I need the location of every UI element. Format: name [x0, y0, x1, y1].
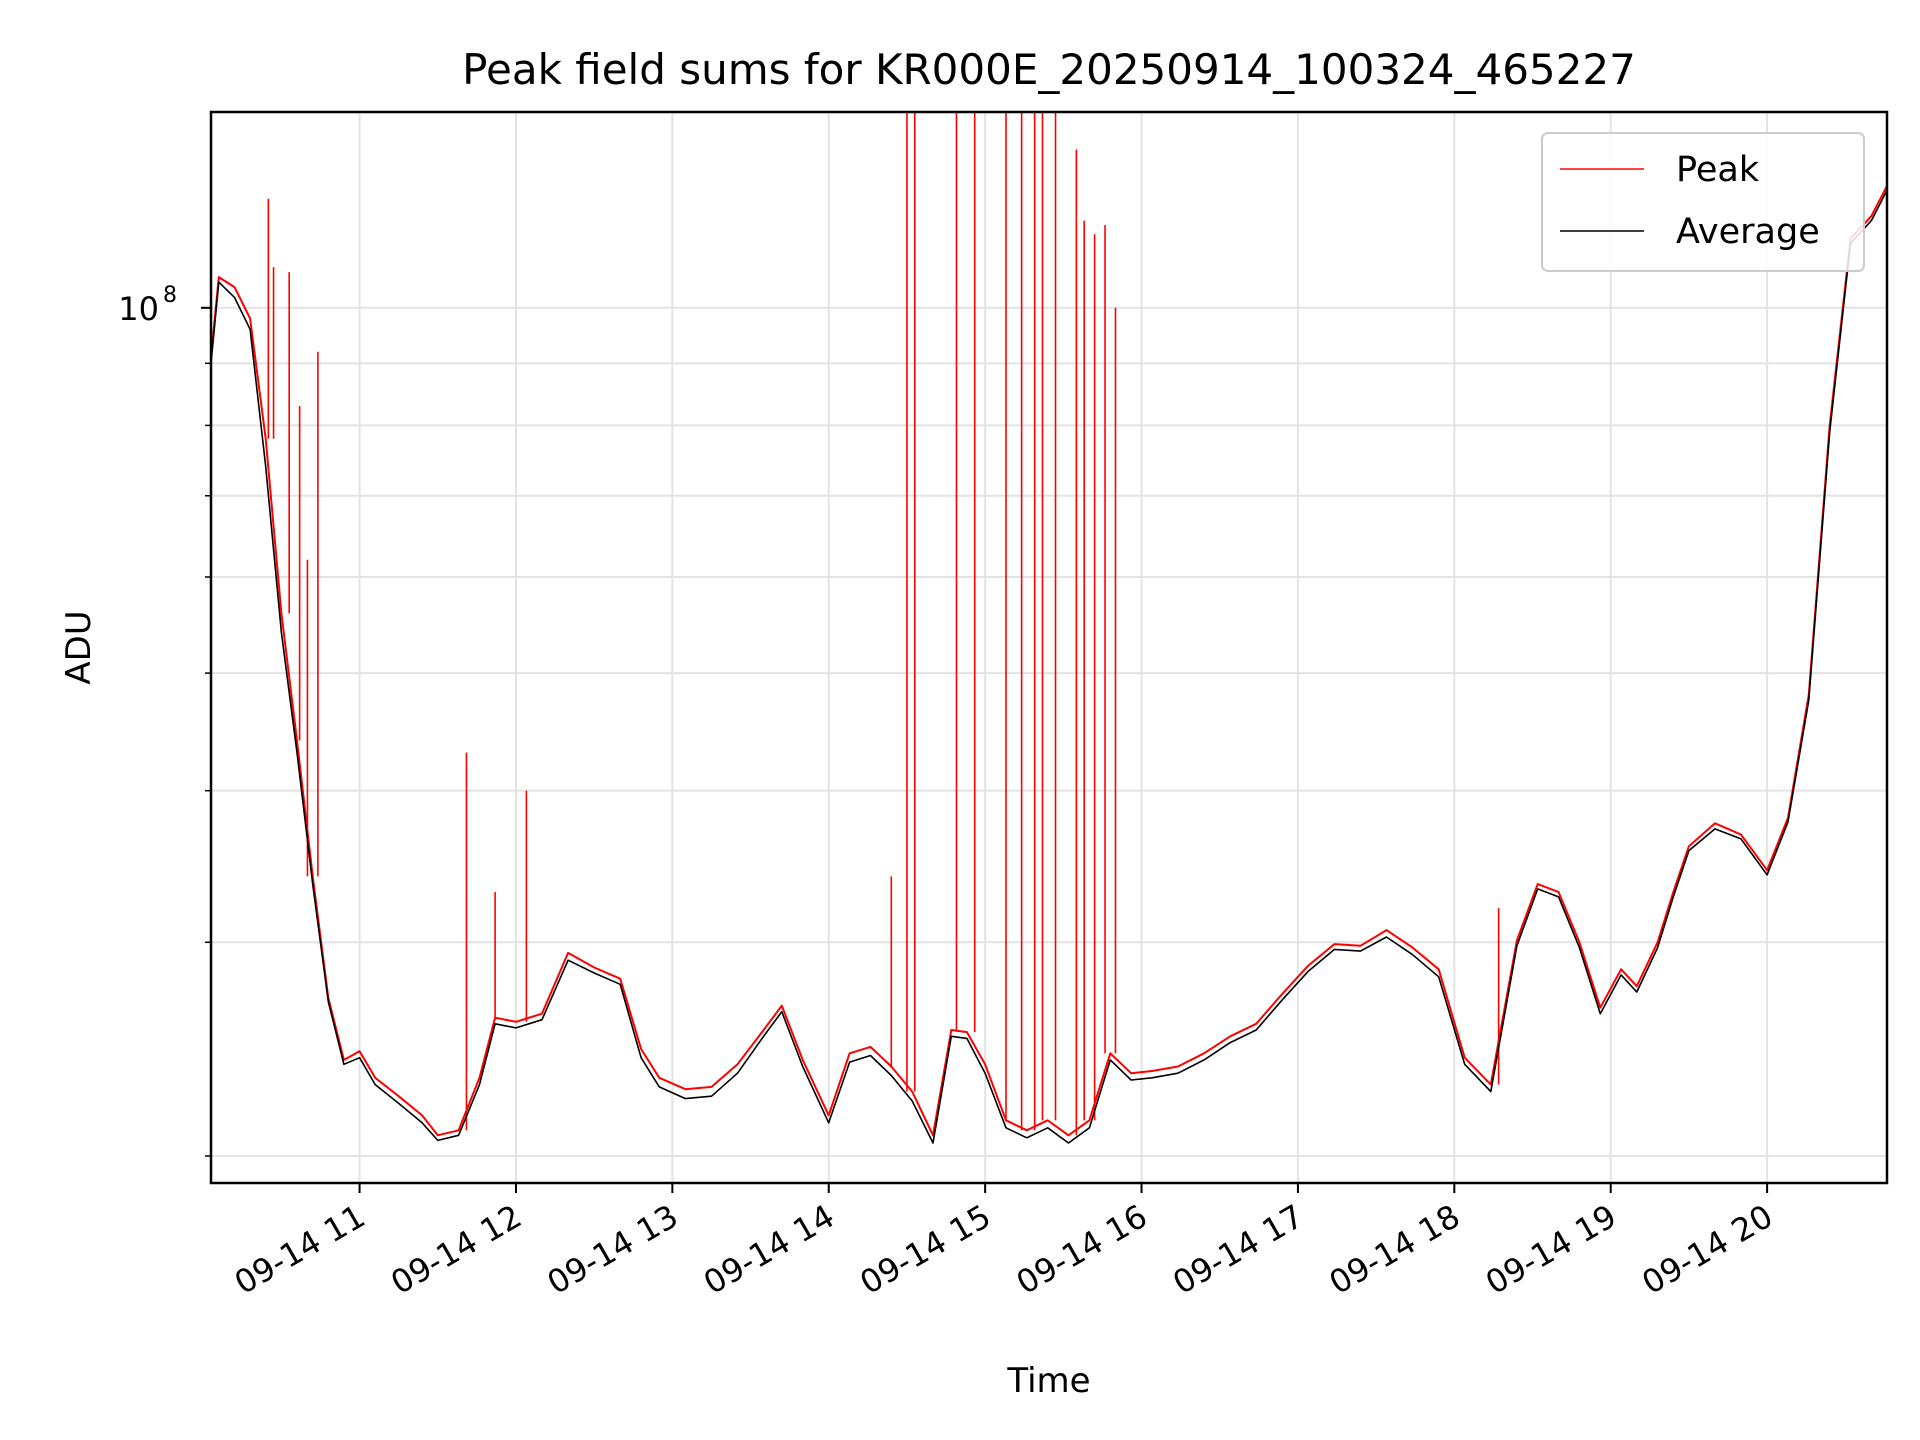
- legend-label-average: Average: [1676, 212, 1820, 252]
- legend-label-peak: Peak: [1676, 150, 1760, 190]
- legend-box: [1541, 132, 1865, 272]
- series-line-peak: [211, 185, 1887, 1137]
- y-tick-label-exponent: 8: [163, 283, 177, 308]
- plot-frame: [209, 110, 1889, 1185]
- y-tick-label: 10 8: [118, 283, 177, 328]
- x-axis-label: Time: [1006, 1361, 1090, 1401]
- chart-title: Peak field sums for KR000E_20250914_1003…: [462, 45, 1636, 94]
- series-layer: [211, 112, 1887, 1144]
- y-tick-label-base: 10: [118, 290, 159, 328]
- series-line-average: [211, 189, 1887, 1144]
- y-axis-label: ADU: [59, 610, 99, 684]
- legend: Peak Average: [1541, 132, 1865, 272]
- grid: [211, 112, 1887, 1183]
